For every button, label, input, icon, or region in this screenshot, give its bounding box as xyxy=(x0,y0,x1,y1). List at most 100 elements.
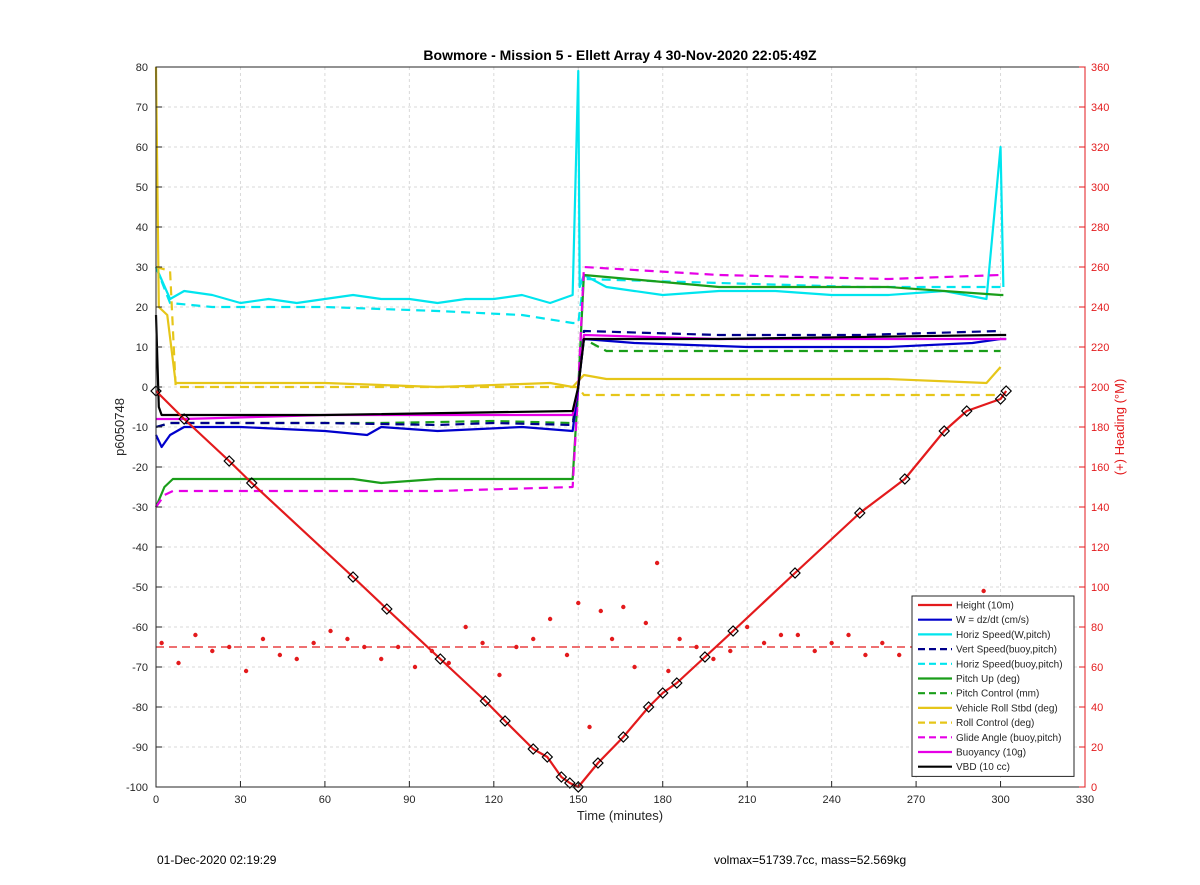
y-axis-left: -100-90-80-70-60-50-40-30-20-10010203040… xyxy=(126,62,162,794)
height-marker xyxy=(670,677,683,689)
y-tick-label: -20 xyxy=(132,462,148,474)
heading-point xyxy=(395,644,401,650)
height-marker xyxy=(178,413,191,425)
y-tick-label: -80 xyxy=(132,702,148,714)
heading-point xyxy=(193,632,198,638)
height-marker xyxy=(245,477,258,489)
legend-box xyxy=(911,595,1075,777)
height-marker xyxy=(223,455,236,467)
series-line xyxy=(155,390,1008,789)
y2-tick-label: 280 xyxy=(1091,222,1109,234)
x-tick-label: 300 xyxy=(991,794,1009,806)
heading-layer xyxy=(156,560,1007,730)
heading-point xyxy=(795,632,801,638)
y2-tick-label: 20 xyxy=(1091,742,1103,754)
heading-point xyxy=(379,656,384,662)
series-line xyxy=(154,66,1002,389)
heading-point xyxy=(446,660,451,666)
x-tick-label: 270 xyxy=(907,794,925,806)
heading-point xyxy=(412,664,418,670)
heading-point xyxy=(778,632,784,638)
height-marker xyxy=(347,571,359,583)
heading-point xyxy=(463,624,468,630)
heading-point xyxy=(277,652,283,658)
height-marker xyxy=(380,603,393,615)
height-marker xyxy=(479,695,492,707)
heading-point xyxy=(587,724,592,730)
height-marker xyxy=(499,715,511,727)
heading-point xyxy=(711,656,716,662)
height-marker xyxy=(617,731,630,743)
y-tick-label: -30 xyxy=(132,502,148,514)
heading-point xyxy=(677,636,682,642)
height-marker xyxy=(898,473,911,485)
height-marker xyxy=(555,771,568,783)
series-line xyxy=(154,273,1004,508)
heading-point xyxy=(632,664,637,670)
height-marker xyxy=(699,651,711,663)
legend-label: Horiz Speed(buoy,pitch) xyxy=(956,659,1063,670)
y2-tick-label: 160 xyxy=(1091,462,1109,474)
heading-point xyxy=(728,648,733,654)
height-marker xyxy=(853,507,866,519)
legend-label: Vert Speed(buoy,pitch) xyxy=(956,645,1057,656)
height-marker xyxy=(656,687,669,699)
y-tick-label: 50 xyxy=(136,182,148,194)
y-tick-label: 0 xyxy=(142,382,148,394)
heading-point xyxy=(812,648,817,654)
heading-point xyxy=(480,640,485,646)
heading-point xyxy=(226,644,232,650)
height-marker xyxy=(642,701,655,713)
y-tick-label: -70 xyxy=(132,662,148,674)
y-tick-label: 10 xyxy=(136,342,148,354)
heading-point xyxy=(243,668,249,674)
heading-point xyxy=(328,628,333,634)
heading-point xyxy=(564,652,570,658)
legend-label: VBD (10 cc) xyxy=(956,762,1010,773)
heading-point xyxy=(497,672,502,678)
series-line xyxy=(154,69,1005,305)
series-line xyxy=(154,314,1007,417)
heading-point xyxy=(666,668,671,674)
y2-tick-label: 340 xyxy=(1091,102,1109,114)
x-axis: 0 30 60 90 120 150 180 210 240 270 300 330 xyxy=(153,781,1094,806)
height-marker xyxy=(994,393,1007,405)
legend: Height (10m) W = dz/dt (cm/s) Horiz Speed(… xyxy=(911,595,1075,777)
y-tick-label: -40 xyxy=(132,542,148,554)
x-tick-label: 180 xyxy=(654,794,672,806)
y-axis-label: p6050748 xyxy=(112,398,127,456)
heading-point xyxy=(761,640,767,646)
y-tick-label: -50 xyxy=(132,582,148,594)
y-tick-label: -10 xyxy=(132,422,148,434)
y2-tick-label: 360 xyxy=(1091,62,1109,74)
legend-label: Roll Control (deg) xyxy=(956,718,1034,729)
heading-point xyxy=(643,620,649,626)
heading-point xyxy=(210,648,215,654)
x-axis-label: Time (minutes) xyxy=(577,808,663,823)
legend-label: Height (10m) xyxy=(956,601,1014,612)
heading-point xyxy=(846,632,851,638)
height-marker xyxy=(938,425,951,437)
x-tick-label: 120 xyxy=(485,794,503,806)
x-tick-label: 60 xyxy=(319,794,331,806)
heading-point xyxy=(531,636,536,642)
heading-point xyxy=(654,560,660,566)
heading-point xyxy=(514,644,519,650)
legend-label: Glide Angle (buoy,pitch) xyxy=(956,733,1061,744)
series-layer xyxy=(150,66,1013,793)
height-marker xyxy=(563,777,576,789)
heading-point xyxy=(609,636,615,642)
heading-point xyxy=(897,652,902,658)
heading-point xyxy=(576,600,581,606)
x-tick-label: 0 xyxy=(153,794,159,806)
y2-tick-label: 80 xyxy=(1091,622,1103,634)
y2-tick-label: 220 xyxy=(1091,342,1109,354)
heading-point xyxy=(863,652,868,658)
heading-point xyxy=(260,636,266,642)
y-tick-label: 30 xyxy=(136,262,148,274)
y2-tick-label: 140 xyxy=(1091,502,1109,514)
heading-point xyxy=(880,640,885,646)
footer-timestamp: 01-Dec-2020 02:19:29 xyxy=(157,853,277,867)
y2-tick-label: 100 xyxy=(1091,582,1109,594)
